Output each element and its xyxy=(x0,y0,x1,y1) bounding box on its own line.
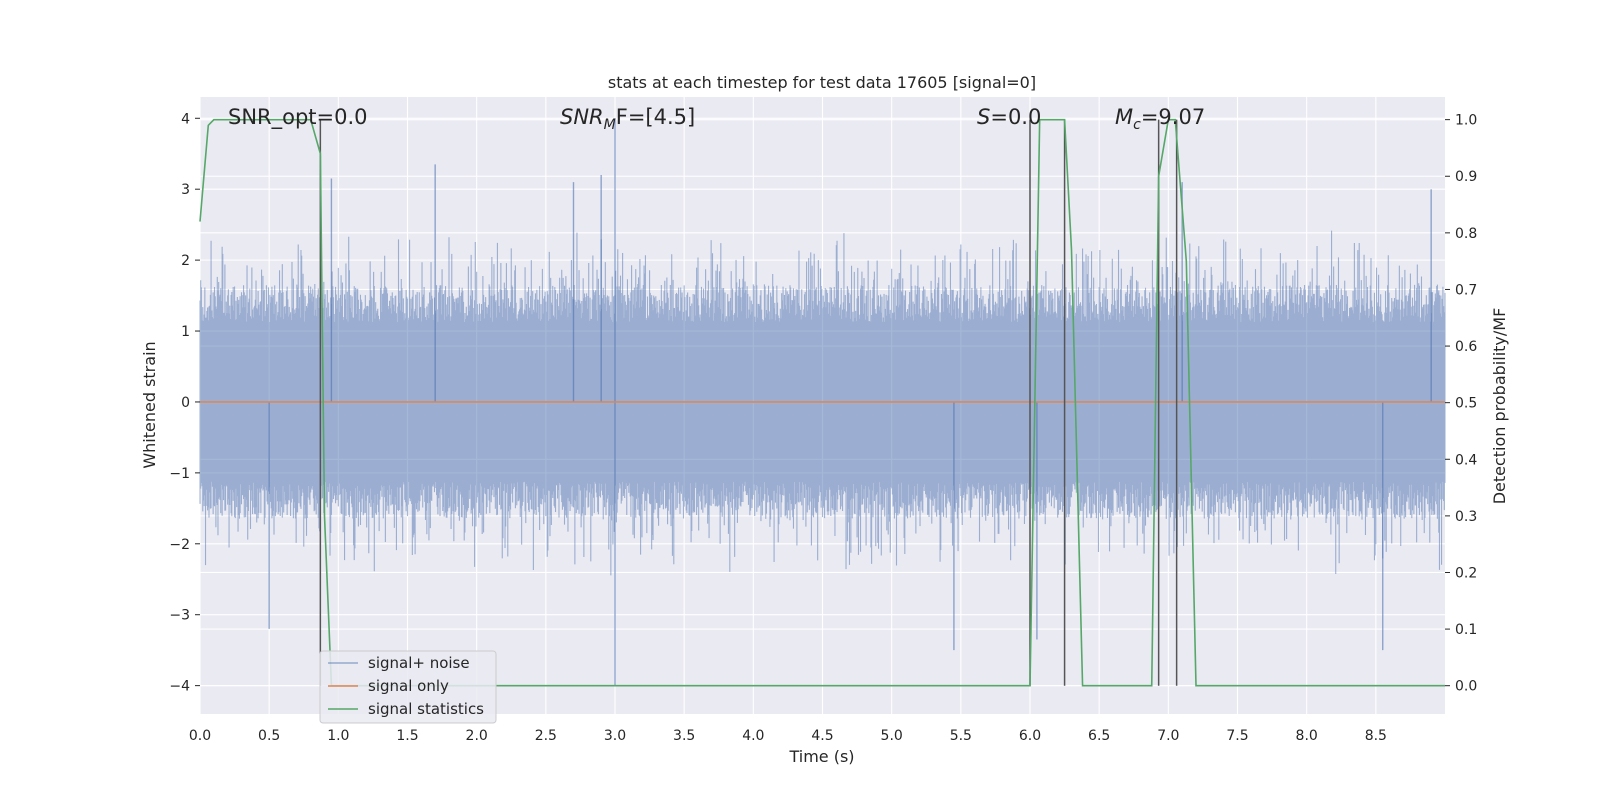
y-tick-label-left: −4 xyxy=(169,679,190,695)
x-tick-label: 8.0 xyxy=(1296,728,1318,744)
y-tick-label-right: 0.2 xyxy=(1455,565,1477,581)
mc-label: M xyxy=(1115,105,1133,129)
annotation-snr-mf: SNRMF=[4.5] xyxy=(560,105,695,133)
annotation-snr-opt: SNR_opt=0.0 xyxy=(228,105,368,130)
chart-title: stats at each timestep for test data 176… xyxy=(608,73,1036,92)
x-tick-label: 3.0 xyxy=(604,728,626,744)
legend: signal+ noise signal only signal statist… xyxy=(319,650,497,724)
y-ticks-right: 0.0 0.1 0.2 0.3 0.4 0.5 0.6 0.7 0.8 0.9 1.0 xyxy=(1445,113,1477,695)
x-tick-label: 5.0 xyxy=(881,728,903,744)
y-tick-label-right: 0.5 xyxy=(1455,396,1477,412)
y-tick-label-left: 1 xyxy=(181,324,190,340)
x-tick-label: 7.5 xyxy=(1226,728,1248,744)
legend-label-noise: signal+ noise xyxy=(368,654,470,672)
mc-sub: c xyxy=(1133,117,1141,133)
y-tick-label-left: 3 xyxy=(181,182,190,198)
y-tick-label-left: 4 xyxy=(181,111,190,127)
x-tick-label: 1.0 xyxy=(327,728,349,744)
y-tick-label-right: 1.0 xyxy=(1455,113,1477,129)
s-value: =0.0 xyxy=(990,105,1041,129)
y-tick-label-right: 0.8 xyxy=(1455,226,1477,242)
y-tick-label-right: 0.7 xyxy=(1455,282,1477,298)
legend-label-signal: signal only xyxy=(368,677,449,695)
y-ticks-left: −4 −3 −2 −1 0 1 2 3 4 xyxy=(169,111,200,695)
y-axis-label-left: Whitened strain xyxy=(140,341,159,468)
y-tick-label-right: 0.4 xyxy=(1455,452,1477,468)
x-tick-label: 3.5 xyxy=(673,728,695,744)
x-tick-label: 4.0 xyxy=(742,728,764,744)
y-axis-label-right: Detection probability/MF xyxy=(1490,308,1509,505)
x-tick-label: 6.5 xyxy=(1088,728,1110,744)
x-tick-label: 0.0 xyxy=(189,728,211,744)
y-tick-label-right: 0.9 xyxy=(1455,169,1477,185)
x-tick-label: 5.5 xyxy=(950,728,972,744)
snr-mf-suffix: F=[4.5] xyxy=(616,105,695,129)
x-tick-label: 1.5 xyxy=(396,728,418,744)
snr-mf-prefix: SNR xyxy=(560,105,604,129)
marker-lines xyxy=(319,119,1178,686)
x-tick-label: 4.5 xyxy=(811,728,833,744)
x-tick-label: 7.0 xyxy=(1157,728,1179,744)
y-tick-label-right: 0.6 xyxy=(1455,339,1477,355)
y-tick-label-left: −2 xyxy=(169,537,190,553)
y-tick-label-right: 0.1 xyxy=(1455,622,1477,638)
x-tick-label: 8.5 xyxy=(1365,728,1387,744)
y-tick-label-right: 0.0 xyxy=(1455,679,1477,695)
series-signal-statistics xyxy=(199,118,1445,687)
x-axis-label: Time (s) xyxy=(788,747,854,766)
x-tick-label: 2.0 xyxy=(466,728,488,744)
annotation-s: S=0.0 xyxy=(977,105,1041,129)
y-tick-label-right: 0.3 xyxy=(1455,509,1477,525)
legend-box xyxy=(319,650,497,724)
s-label: S xyxy=(977,105,990,129)
x-ticks: 0.0 0.5 1.0 1.5 2.0 2.5 3.0 3.5 4.0 4.5 5.0 5.5 6.0 6… xyxy=(189,728,1387,744)
x-tick-label: 6.0 xyxy=(1019,728,1041,744)
mc-value: =9.07 xyxy=(1141,105,1205,129)
legend-label-stats: signal statistics xyxy=(368,700,484,718)
y-tick-label-left: 2 xyxy=(181,253,190,269)
x-tick-label: 2.5 xyxy=(535,728,557,744)
y-tick-label-left: −1 xyxy=(169,466,190,482)
y-tick-label-left: 0 xyxy=(181,395,190,411)
x-tick-label: 0.5 xyxy=(258,728,280,744)
snr-mf-sub: M xyxy=(604,117,616,133)
signal-statistics-line xyxy=(199,118,1445,687)
annotation-mc: Mc=9.07 xyxy=(1115,105,1205,133)
y-tick-label-left: −3 xyxy=(169,608,190,624)
